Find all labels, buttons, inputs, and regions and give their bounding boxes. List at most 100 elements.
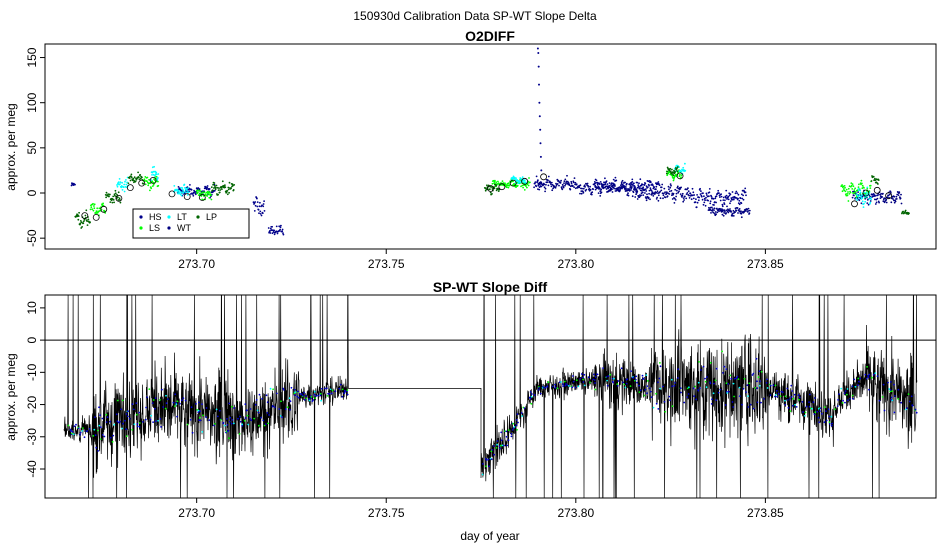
slope-diff-point [622,381,624,384]
point-lp [130,173,133,176]
point-hs [705,194,708,196]
y-tick-label: 150 [25,47,39,67]
slope-diff-point [165,402,168,405]
slope-diff-point [791,390,794,392]
slope-diff-point [838,393,840,395]
point-lt [861,197,864,200]
slope-diff-point [625,382,628,385]
point-wt [551,189,554,192]
o2diff-ylabel: approx. per meg [4,103,18,190]
slope-diff-point [715,367,718,370]
slope-diff-point [314,397,316,399]
point-hs [688,197,691,199]
slope-diff-point [868,388,870,391]
point-hs [701,198,704,201]
slope-diff-point [819,410,821,412]
slope-diff-point [226,424,229,426]
slope-diff-point [319,394,322,397]
mean-marker [100,205,108,213]
point-hs [740,193,743,196]
point-wt [895,198,898,200]
slope-diff-point [547,381,550,384]
slope-diff-point [167,398,169,400]
point-wt [556,183,559,185]
point-wt [641,191,644,194]
slope-diff-point [499,447,501,450]
slope-diff-point [124,419,126,422]
point-ls [851,188,854,190]
slope-diff-point [695,398,698,401]
slope-diff-point [580,373,583,375]
slope-diff-point [792,397,795,400]
point-hs [738,199,741,202]
slope-diff-point [99,438,102,440]
point-ls [507,182,510,185]
slope-diff-point [269,387,272,390]
slope-diff-point [222,421,225,424]
slope-diff-point [715,399,717,401]
point-wt [644,188,647,191]
mean-marker [183,193,191,201]
slope-diff-point [784,399,786,402]
point-lp [671,168,673,171]
point-wt [669,186,672,189]
point-wt [666,195,669,198]
slope-diff-point [797,394,800,396]
slope-diff-point [290,386,293,389]
slope-diff-point [125,413,128,415]
slope-diff-point [755,357,758,360]
point-wt [890,201,893,204]
slope-diff-point [120,408,122,411]
point-ls [150,187,153,190]
slope-diff-point [616,383,619,385]
point-ls [527,184,530,187]
point-lt [118,178,121,180]
slope-diff-point [310,396,313,398]
point-wt [590,193,593,196]
slope-diff-point [214,423,216,425]
point-lp [77,215,80,218]
slope-diff-point [174,393,177,396]
slope-diff-point [113,423,116,426]
slope-diff-point [887,381,889,384]
slope-diff-point [308,398,310,400]
point-lp [119,201,122,204]
slope-diff-point [677,377,679,379]
slope-diff-point [99,414,101,417]
slope-diff-point [338,387,341,390]
slope-diff-point [205,416,208,419]
slope-diff-point [111,440,114,443]
point-wt [648,192,650,195]
legend-lt-label: LT [177,212,187,222]
slope-diff-point [237,417,239,420]
slope-diff-point [79,431,82,434]
slope-diff-point [731,401,734,403]
point-lt [125,179,127,181]
point-lt [125,183,128,186]
slope-diff-point [889,390,892,393]
slope-diff-point [500,439,503,442]
point-wt [682,200,685,203]
slope-diff-point [515,419,518,421]
slope-diff-point [577,385,580,388]
slope-diff-point [751,374,754,376]
point-wt [662,194,665,197]
slope-diff-point [94,434,97,437]
point-ls [861,184,864,187]
spike-point [539,128,542,131]
point-hs [710,195,713,198]
point-wt [614,185,616,187]
slope-diff-point [745,391,747,393]
point-wt [740,212,743,215]
slope-diff-point [566,384,569,386]
point-ls [841,190,844,193]
point-wt [721,213,724,216]
y-tick-label: -20 [25,396,39,414]
slope-diff-point [261,397,263,400]
point-wt [626,194,629,196]
point-ls [93,203,96,206]
slope-diff-point [267,422,269,425]
point-wt [894,200,897,203]
slope-diff-point [836,405,839,407]
slope-diff-point [786,387,789,390]
